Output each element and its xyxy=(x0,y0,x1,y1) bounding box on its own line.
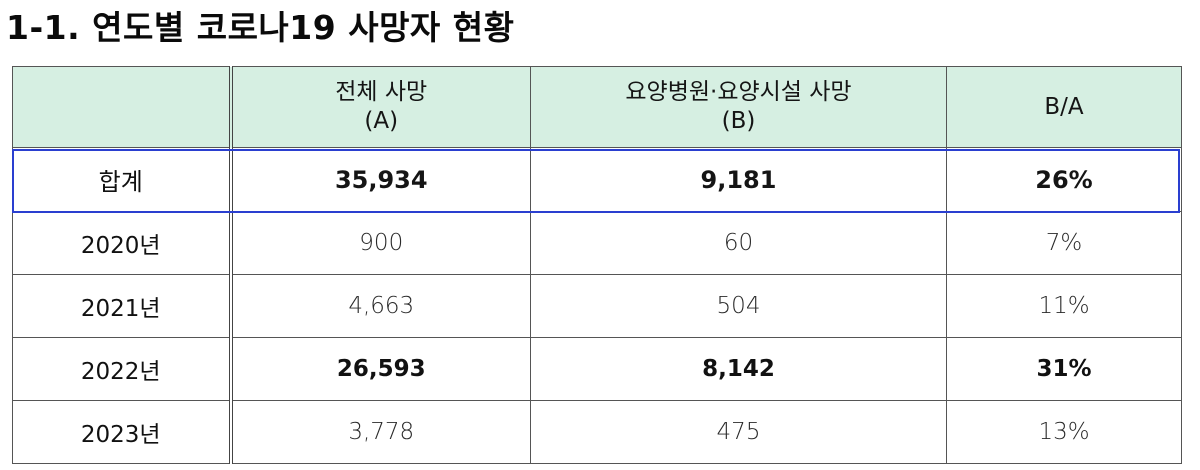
header-ratio-label: B/A xyxy=(1044,93,1084,120)
total-deaths-cell: 4,663 xyxy=(230,274,531,338)
header-total-deaths-label: 전체 사망 xyxy=(335,79,428,105)
table-row: 2022년 26,593 8,142 31% xyxy=(12,337,1182,401)
ratio-cell: 26% xyxy=(946,147,1182,212)
table-row: 2020년 900 60 7% xyxy=(12,211,1182,275)
total-deaths-cell: 26,593 xyxy=(230,337,531,401)
header-total-deaths-code: (A) xyxy=(364,108,399,134)
header-corner-cell xyxy=(12,66,233,148)
total-deaths-cell: 3,778 xyxy=(230,400,531,464)
table-row: 2023년 3,778 475 13% xyxy=(12,400,1182,464)
ratio-cell: 13% xyxy=(946,400,1182,464)
header-care-deaths-label: 요양병원·요양시설 사망 xyxy=(625,79,852,105)
header-care-deaths-code: (B) xyxy=(721,108,756,134)
header-total-deaths: 전체 사망 (A) xyxy=(230,66,531,148)
death-stats-table-container: 전체 사망 (A) 요양병원·요양시설 사망 (B) B/A 합계 35,934… xyxy=(12,66,1182,464)
care-deaths-cell: 60 xyxy=(530,211,947,275)
row-label: 합계 xyxy=(12,147,233,212)
page-title: 1-1. 연도별 코로나19 사망자 현황 xyxy=(6,8,515,47)
ratio-cell: 31% xyxy=(946,337,1182,401)
ratio-cell: 11% xyxy=(946,274,1182,338)
death-stats-table: 전체 사망 (A) 요양병원·요양시설 사망 (B) B/A 합계 35,934… xyxy=(12,66,1182,464)
table-row: 2021년 4,663 504 11% xyxy=(12,274,1182,338)
total-deaths-cell: 900 xyxy=(230,211,531,275)
row-label: 2020년 xyxy=(12,211,233,275)
care-deaths-cell: 475 xyxy=(530,400,947,464)
table-header-row: 전체 사망 (A) 요양병원·요양시설 사망 (B) B/A xyxy=(12,66,1182,148)
header-care-deaths: 요양병원·요양시설 사망 (B) xyxy=(530,66,947,148)
row-label: 2023년 xyxy=(12,400,233,464)
total-deaths-cell: 35,934 xyxy=(230,147,531,212)
care-deaths-cell: 9,181 xyxy=(530,147,947,212)
care-deaths-cell: 504 xyxy=(530,274,947,338)
ratio-cell: 7% xyxy=(946,211,1182,275)
row-label: 2021년 xyxy=(12,274,233,338)
care-deaths-cell: 8,142 xyxy=(530,337,947,401)
row-label: 2022년 xyxy=(12,337,233,401)
header-ratio: B/A xyxy=(946,66,1182,148)
table-row-total: 합계 35,934 9,181 26% xyxy=(12,147,1182,212)
